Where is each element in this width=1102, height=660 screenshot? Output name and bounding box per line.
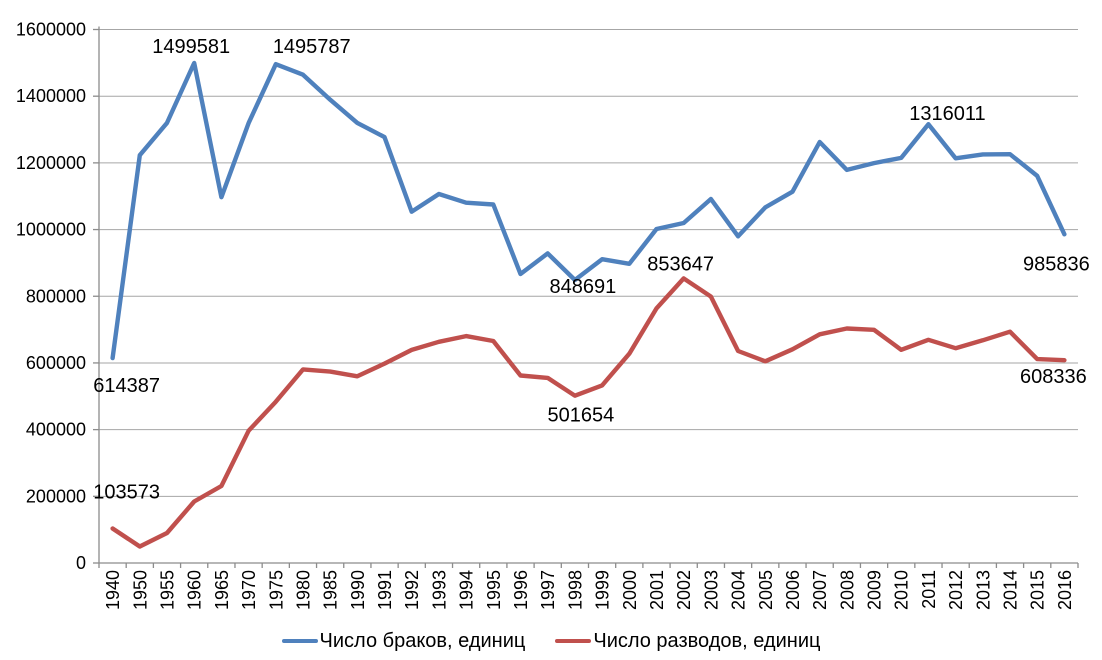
y-axis-tick-label: 200000 — [26, 486, 86, 506]
x-axis-tick-label: 1991 — [375, 570, 395, 610]
x-axis-tick-label: 1997 — [538, 570, 558, 610]
x-axis-tick-label: 1955 — [157, 570, 177, 610]
data-label: 1499581 — [152, 36, 230, 58]
x-axis-tick-label: 2001 — [647, 570, 667, 610]
data-label: 608336 — [1020, 366, 1087, 388]
chart-legend: Число браков, единиц Число разводов, еди… — [0, 612, 1102, 660]
data-label: 501654 — [548, 405, 615, 427]
x-axis-tick-label: 1960 — [185, 570, 205, 610]
legend-item-divorces: Число разводов, единиц — [555, 630, 820, 653]
chart-canvas: 0 200000 400000 600000 800000 1000000 1200000 1… — [16, 20, 1090, 611]
x-axis-tick-label: 1993 — [429, 570, 449, 610]
y-axis-tick-label: 400000 — [26, 420, 86, 440]
legend-line-marker-divorces — [555, 638, 592, 644]
data-label: 1316011 — [909, 103, 985, 125]
y-axis-tick-label: 0 — [76, 553, 86, 573]
x-axis-tick-label: 1970 — [239, 570, 259, 610]
x-axis-tick-label: 1996 — [511, 570, 531, 610]
data-label: 848691 — [550, 276, 617, 298]
x-axis-tick-label: 1994 — [457, 570, 477, 610]
legend-item-marriages: Число браков, единиц — [281, 629, 526, 653]
x-axis-tick-label: 2006 — [783, 570, 803, 610]
x-axis-tick-label: 2007 — [810, 570, 830, 610]
x-axis-tick-label: 2002 — [674, 570, 694, 610]
x-axis-tick-label: 2012 — [946, 570, 966, 610]
x-axis-tick-label: 2013 — [973, 570, 993, 610]
x-axis-tick-label: 1999 — [593, 570, 613, 610]
y-axis-tick-label: 600000 — [26, 353, 86, 373]
data-label: 985836 — [1023, 253, 1090, 275]
x-axis-tick-label: 1950 — [130, 570, 150, 610]
x-axis-tick-label: 1990 — [348, 570, 368, 610]
x-axis-tick-label: 2014 — [1001, 570, 1021, 610]
x-axis-tick-label: 2015 — [1028, 570, 1048, 610]
y-axis-tick-label: 800000 — [26, 286, 86, 306]
x-axis-tick-label: 1940 — [103, 570, 123, 610]
x-axis-tick-label: 1995 — [484, 570, 504, 610]
y-axis-tick-label: 1400000 — [16, 86, 86, 106]
x-axis-tick-label: 2003 — [701, 570, 721, 610]
legend-label-divorces: Число разводов, единиц — [593, 629, 821, 652]
legend-line-marker-marriages — [281, 638, 318, 644]
x-axis-tick-label: 2000 — [620, 570, 640, 610]
data-label: 1495787 — [273, 36, 351, 58]
y-axis-tick-label: 1200000 — [16, 153, 86, 173]
x-axis-tick-label: 2010 — [892, 570, 912, 610]
data-label: 614387 — [93, 375, 160, 397]
data-label: 853647 — [647, 253, 714, 275]
x-axis-tick-label: 1980 — [293, 570, 313, 610]
x-axis-tick-label: 1985 — [321, 570, 341, 610]
x-axis-tick-label: 1998 — [565, 570, 585, 610]
divorces-line — [110, 276, 1067, 549]
x-axis-tick-label: 2011 — [919, 570, 939, 609]
x-axis-tick-label: 2009 — [865, 570, 885, 610]
x-axis-tick-label: 1992 — [402, 570, 422, 610]
x-axis-tick-label: 2016 — [1055, 570, 1075, 610]
marriages-line — [110, 60, 1067, 361]
x-axis-tick-label: 2008 — [837, 570, 857, 610]
legend-label-marriages: Число браков, единиц — [319, 629, 526, 652]
x-axis-tick-label: 2004 — [729, 570, 749, 610]
y-axis-tick-label: 1600000 — [16, 20, 86, 40]
x-axis-tick-label: 2005 — [756, 570, 776, 610]
x-axis-tick-label: 1965 — [212, 570, 232, 610]
y-axis-tick-label: 1000000 — [16, 220, 86, 240]
x-axis-tick-label: 1975 — [266, 570, 286, 610]
data-label: 103573 — [93, 481, 160, 503]
